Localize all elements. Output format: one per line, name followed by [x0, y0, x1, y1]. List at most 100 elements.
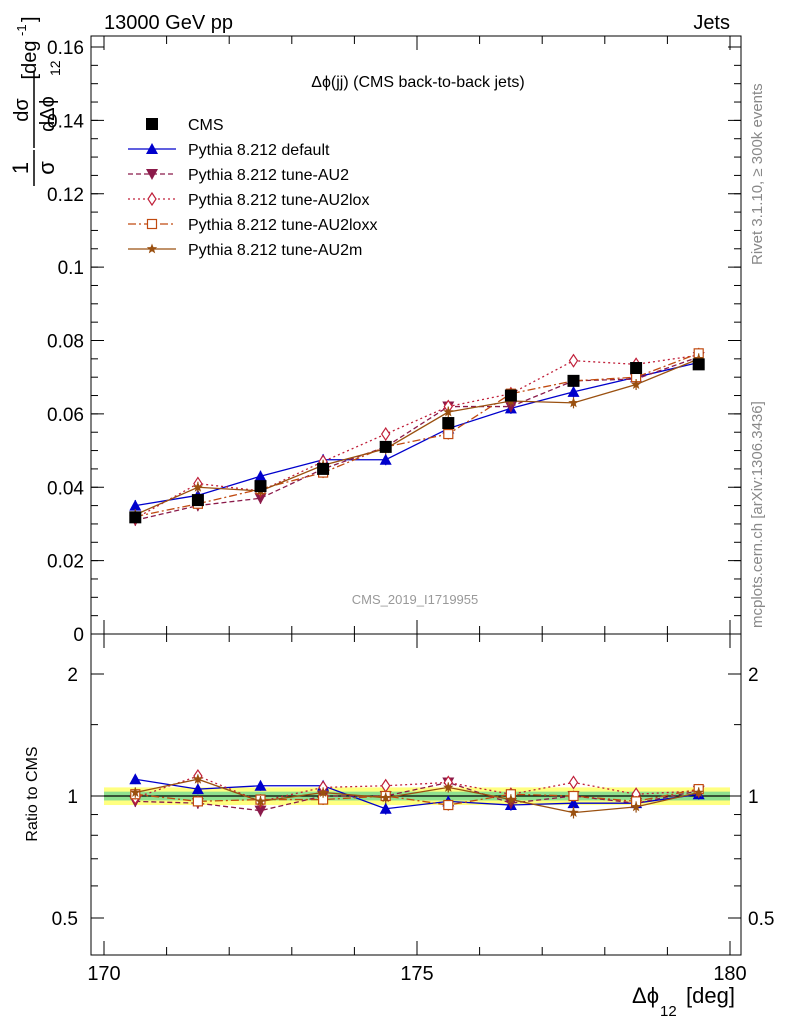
ratio-series-group	[129, 768, 705, 819]
legend-marker	[146, 218, 158, 230]
ratio-point	[568, 790, 579, 802]
ratio-point	[505, 794, 517, 804]
series-line	[135, 361, 699, 507]
x-tick-label: 170	[87, 963, 120, 985]
data-point	[568, 397, 579, 408]
ratio-y-tick-label: 1	[67, 787, 78, 808]
ratio-panel: 0.5 0.5 1 1 2 2 170 175 180 Ratio to CMS	[24, 633, 774, 985]
main-y-axis: 0 0.02 0.04 0.06 0.08 0.1 0.12 0.14 0.16	[47, 38, 741, 646]
data-point	[380, 426, 391, 442]
legend-marker	[146, 143, 158, 154]
main-x-ticks	[103, 36, 731, 634]
ylabel-num2: dσ	[11, 98, 33, 122]
ratio-point	[254, 805, 267, 817]
ratio-y-tick-label: 0.5	[52, 909, 78, 930]
data-point	[379, 453, 392, 465]
legend-label: Pythia 8.212 tune-AU2m	[188, 242, 362, 259]
main-y-tick-label: 0.04	[47, 478, 84, 499]
data-point	[504, 401, 517, 413]
legend-marker	[146, 243, 158, 254]
ylabel-den: σ	[34, 161, 59, 175]
series-line	[135, 358, 699, 516]
legend-item: Pythia 8.212 tune-AU2	[128, 167, 349, 184]
data-point	[630, 379, 642, 389]
ratio-point	[192, 773, 204, 784]
legend-item: Pythia 8.212 default	[128, 142, 330, 159]
ratio-point	[443, 799, 454, 811]
watermark: CMS_2019_I1719955	[352, 592, 479, 607]
ratio-point	[379, 802, 392, 814]
ratio-point	[568, 807, 579, 817]
ratio-line	[135, 775, 699, 803]
ratio-y-label: Ratio to CMS	[24, 746, 41, 841]
data-point	[443, 428, 454, 440]
main-panel: 0 0.02 0.04 0.06 0.08 0.1 0.12 0.14 0.16 Δϕ(jj) …	[47, 35, 742, 646]
ratio-point	[693, 787, 704, 797]
ratio-line	[135, 778, 699, 810]
data-point	[442, 417, 455, 430]
ratio-point	[443, 781, 454, 792]
legend: CMS Pythia 8.212 default Pythia 8.212 tune…	[128, 117, 377, 259]
data-point	[254, 480, 267, 493]
legend-item: CMS	[146, 117, 224, 134]
data-point	[254, 493, 267, 505]
legend-label: Pythia 8.212 tune-AU2loxx	[188, 217, 377, 234]
ratio-point	[630, 801, 642, 812]
header-right: Jets	[693, 12, 730, 34]
rivet-label: Rivet 3.1.10, ≥ 300k events	[749, 83, 766, 265]
main-y-tick-label: 0	[73, 625, 84, 646]
data-point	[129, 499, 142, 511]
ratio-x-axis: 170 175 180	[87, 634, 747, 985]
ratio-point	[130, 787, 141, 797]
data-point	[567, 374, 580, 387]
main-y-tick-label: 0.08	[47, 332, 84, 353]
main-y-tick-label: 0.12	[47, 185, 84, 206]
xlabel-unit: [deg]	[686, 983, 735, 1008]
ylabel-unit-sup: -1	[14, 24, 29, 36]
data-point	[129, 511, 142, 524]
ylabel-unit-end: ]	[19, 16, 41, 22]
ratio-point	[255, 795, 266, 806]
series-line	[135, 356, 699, 521]
main-series-group	[129, 347, 705, 527]
data-point	[693, 353, 704, 364]
header-left: 13000 GeV pp	[104, 12, 233, 34]
legend-item: Pythia 8.212 tune-AU2m	[128, 242, 362, 259]
main-y-tick-label: 0.16	[47, 38, 84, 59]
ylabel-unit: [deg	[19, 41, 41, 80]
ratio-point	[567, 797, 580, 809]
ratio-point	[317, 787, 329, 797]
xlabel: Δϕ	[632, 983, 659, 1008]
legend-label: Pythia 8.212 default	[188, 142, 330, 159]
ratio-line	[135, 788, 699, 806]
series-line	[134, 354, 699, 520]
data-point	[191, 494, 204, 507]
data-point	[192, 481, 204, 492]
ratio-y-tick-label: 2	[67, 665, 78, 686]
main-series-4	[130, 347, 704, 523]
ylabel-num: 1	[8, 162, 33, 174]
data-point	[379, 440, 392, 453]
legend-item: Pythia 8.212 tune-AU2loxx	[128, 217, 377, 234]
ratio-y-tick-label-right: 1	[748, 787, 759, 808]
main-series-0	[129, 358, 705, 524]
legend-label: Pythia 8.212 tune-AU2lox	[188, 192, 369, 209]
series-line	[135, 352, 699, 518]
x-tick-label: 180	[713, 963, 746, 985]
data-point	[567, 385, 580, 397]
legend-label: CMS	[188, 117, 224, 134]
legend-marker	[146, 118, 158, 130]
data-point	[504, 389, 517, 402]
ratio-point	[568, 775, 579, 790]
data-point	[568, 353, 579, 368]
chart-title: Δϕ(jj) (CMS back-to-back jets)	[311, 74, 524, 91]
ylabel-den2: dΔϕ	[37, 96, 59, 132]
ratio-point	[254, 779, 267, 791]
data-point	[254, 470, 267, 482]
x-axis-label: Δϕ 12 [deg]	[632, 983, 735, 1020]
ratio-series-4	[130, 773, 704, 819]
ratio-y-tick-label-right: 2	[748, 665, 759, 686]
legend-marker	[147, 191, 157, 207]
ratio-point	[129, 773, 142, 785]
